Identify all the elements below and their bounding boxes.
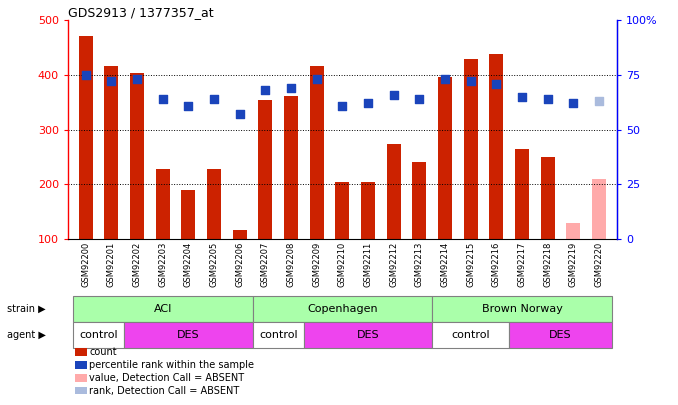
Bar — [233, 230, 247, 239]
Text: GSM92203: GSM92203 — [158, 242, 167, 287]
Text: GSM92206: GSM92206 — [235, 242, 244, 287]
Bar — [432, 322, 509, 348]
Point — [183, 102, 194, 109]
Bar — [412, 162, 426, 239]
Point — [209, 96, 220, 102]
Bar — [592, 179, 606, 239]
Bar — [253, 322, 304, 348]
Text: GSM92205: GSM92205 — [210, 242, 218, 287]
Text: GSM92201: GSM92201 — [107, 242, 116, 287]
Text: GSM92217: GSM92217 — [517, 242, 527, 287]
Point — [311, 76, 322, 83]
Point — [542, 96, 553, 102]
Point — [106, 78, 117, 85]
Point — [285, 85, 296, 91]
Text: GDS2913 / 1377357_at: GDS2913 / 1377357_at — [68, 6, 214, 19]
Text: GSM92209: GSM92209 — [313, 242, 321, 287]
Text: ACI: ACI — [153, 304, 172, 314]
Bar — [124, 322, 253, 348]
Bar — [386, 144, 401, 239]
Bar — [130, 73, 144, 239]
Text: GSM92212: GSM92212 — [389, 242, 398, 287]
Text: control: control — [452, 330, 490, 340]
Point — [517, 94, 527, 100]
Text: Copenhagen: Copenhagen — [307, 304, 378, 314]
Point — [414, 96, 425, 102]
Bar — [490, 54, 504, 239]
Point — [235, 111, 245, 117]
Text: GSM92213: GSM92213 — [415, 242, 424, 287]
Text: GSM92210: GSM92210 — [338, 242, 347, 287]
Bar — [310, 66, 324, 239]
Text: GSM92200: GSM92200 — [81, 242, 90, 287]
Point — [465, 78, 476, 85]
Bar — [156, 169, 170, 239]
Bar — [438, 77, 452, 239]
Bar — [73, 296, 253, 322]
Point — [157, 96, 168, 102]
Bar — [73, 322, 124, 348]
Bar — [253, 296, 432, 322]
Text: percentile rank within the sample: percentile rank within the sample — [89, 360, 254, 370]
Bar — [432, 296, 612, 322]
Bar — [566, 223, 580, 239]
Bar — [464, 59, 478, 239]
Bar — [181, 190, 195, 239]
Bar — [540, 157, 555, 239]
Point — [337, 102, 348, 109]
Point — [363, 100, 374, 107]
Bar — [207, 169, 221, 239]
Text: DES: DES — [177, 330, 200, 340]
Text: DES: DES — [357, 330, 380, 340]
Text: GSM92218: GSM92218 — [543, 242, 552, 287]
Text: control: control — [79, 330, 118, 340]
Text: control: control — [259, 330, 298, 340]
Point — [132, 76, 142, 83]
Bar — [361, 182, 375, 239]
Text: value, Detection Call = ABSENT: value, Detection Call = ABSENT — [89, 373, 245, 383]
Bar — [104, 66, 119, 239]
Text: count: count — [89, 347, 117, 357]
Text: GSM92211: GSM92211 — [363, 242, 372, 287]
Text: GSM92215: GSM92215 — [466, 242, 475, 287]
Bar — [79, 36, 93, 239]
Text: GSM92202: GSM92202 — [133, 242, 142, 287]
Point — [439, 76, 450, 83]
Text: GSM92220: GSM92220 — [595, 242, 603, 287]
Point — [388, 92, 399, 98]
Text: GSM92208: GSM92208 — [287, 242, 296, 287]
Bar — [515, 149, 529, 239]
Point — [594, 98, 605, 104]
Bar — [284, 96, 298, 239]
Point — [568, 100, 579, 107]
Text: GSM92204: GSM92204 — [184, 242, 193, 287]
Point — [491, 81, 502, 87]
Text: DES: DES — [549, 330, 572, 340]
Bar — [336, 181, 349, 239]
Text: GSM92214: GSM92214 — [441, 242, 450, 287]
Text: GSM92219: GSM92219 — [569, 242, 578, 287]
Bar — [258, 100, 273, 239]
Bar — [509, 322, 612, 348]
Point — [80, 72, 91, 78]
Text: rank, Detection Call = ABSENT: rank, Detection Call = ABSENT — [89, 386, 240, 396]
Text: agent ▶: agent ▶ — [7, 330, 45, 340]
Text: strain ▶: strain ▶ — [7, 304, 45, 314]
Text: GSM92207: GSM92207 — [261, 242, 270, 287]
Bar — [304, 322, 432, 348]
Point — [260, 87, 271, 94]
Text: Brown Norway: Brown Norway — [481, 304, 563, 314]
Text: GSM92216: GSM92216 — [492, 242, 501, 287]
